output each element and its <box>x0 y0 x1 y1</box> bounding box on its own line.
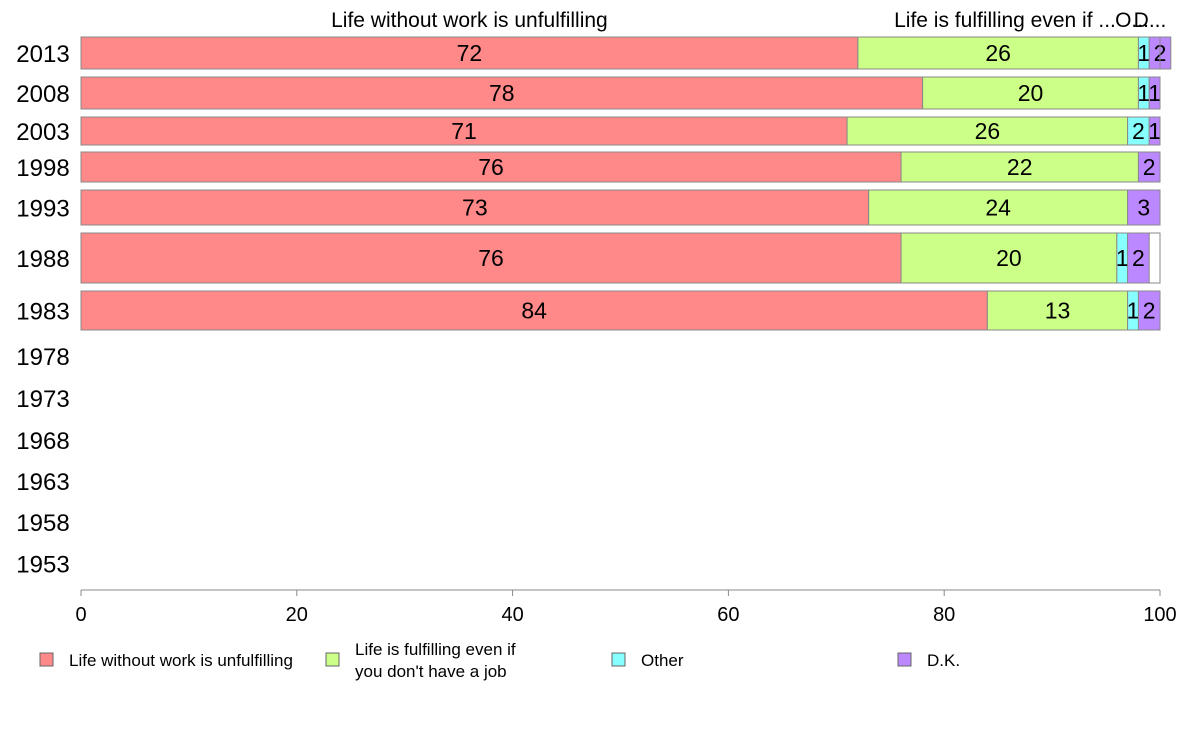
data-label-1993-series-1: 24 <box>985 195 1011 221</box>
data-label-2003-series-3: 1 <box>1148 118 1161 144</box>
y-label-1998: 1998 <box>16 155 69 182</box>
x-tick-label-100: 100 <box>1143 604 1176 626</box>
legend-label-0: Life without work is unfulfilling <box>69 651 293 670</box>
data-label-2003-series-2: 2 <box>1132 118 1145 144</box>
bar-outline-2013 <box>80 36 1161 70</box>
data-label-2008-series-3: 1 <box>1148 80 1161 106</box>
x-tick-label-80: 80 <box>933 604 955 626</box>
data-label-1988-series-2: 1 <box>1116 245 1129 271</box>
x-tick-label-40: 40 <box>501 604 523 626</box>
data-label-1983-series-0: 84 <box>521 298 547 324</box>
bar-outline-1988 <box>80 232 1161 284</box>
bar-outline-1993 <box>80 189 1161 226</box>
data-label-1988-series-3: 2 <box>1132 245 1145 271</box>
column-header-1: Life is fulfilling even if ... <box>894 9 1116 32</box>
y-label-2003: 2003 <box>16 119 69 146</box>
data-label-2003-series-1: 26 <box>975 118 1001 144</box>
legend-swatch-3 <box>897 652 912 667</box>
y-label-1983: 1983 <box>16 299 69 326</box>
x-axis: 0 20 40 60 80 100 <box>75 589 1177 626</box>
y-label-1958: 1958 <box>16 510 69 537</box>
column-header-0: Life without work is unfulfilling <box>331 9 608 32</box>
legend-swatch-0 <box>39 652 54 667</box>
y-label-1988: 1988 <box>16 246 69 273</box>
bar-outline-1998 <box>80 151 1161 183</box>
bar-1983-series-1 <box>986 290 1129 331</box>
x-tick-label-0: 0 <box>75 604 86 626</box>
data-label-2003-series-0: 71 <box>451 118 477 144</box>
y-label-2013: 2013 <box>16 41 69 68</box>
y-label-1978: 1978 <box>16 344 69 371</box>
bar-outline-2003 <box>80 116 1161 146</box>
bar-outline-2008 <box>80 76 1161 110</box>
data-label-2013-series-0: 72 <box>457 40 483 66</box>
data-label-1998-series-0: 76 <box>478 154 504 180</box>
data-label-1988-series-1: 20 <box>996 245 1022 271</box>
column-headers: Life without work is unfulfilling Life is… <box>331 9 1166 32</box>
bar-1998-series-0 <box>80 151 902 183</box>
legend-label-3: D.K. <box>927 651 960 670</box>
x-tick-label-20: 20 <box>286 604 308 626</box>
y-label-1993: 1993 <box>16 196 69 223</box>
column-header-3: D... <box>1134 9 1167 32</box>
data-label-1993-series-0: 73 <box>462 195 488 221</box>
data-label-2008-series-2: 1 <box>1137 80 1150 106</box>
legend-label-1: Life is fulfilling even if you don't have… <box>355 640 516 681</box>
data-label-2013-series-2: 1 <box>1137 40 1150 66</box>
data-label-1983-series-2: 1 <box>1127 298 1140 324</box>
legend-label-2: Other <box>641 651 684 670</box>
y-label-2008: 2008 <box>16 81 69 108</box>
y-label-1963: 1963 <box>16 469 69 496</box>
column-header-2: O... <box>1115 9 1149 32</box>
data-label-1983-series-1: 13 <box>1045 298 1071 324</box>
y-label-1953: 1953 <box>16 552 69 579</box>
data-label-1998-series-3: 2 <box>1143 154 1156 180</box>
legend: Life without work is unfulfilling Life is… <box>39 640 960 681</box>
data-label-2008-series-1: 20 <box>1018 80 1044 106</box>
x-tick-label-60: 60 <box>717 604 739 626</box>
data-label-1998-series-1: 22 <box>1007 154 1033 180</box>
data-label-2013-series-1: 26 <box>985 40 1011 66</box>
y-axis-labels: 2013 2008 2003 1998 1993 1988 1983 1978 1973 1968… <box>16 41 69 579</box>
data-label-1993-series-3: 3 <box>1137 195 1150 221</box>
bar-1988-series-0 <box>80 232 902 284</box>
data-label-1983-series-3: 2 <box>1143 298 1156 324</box>
bar-1993-series-3 <box>1127 189 1161 226</box>
data-label-2008-series-0: 78 <box>489 80 515 106</box>
bar-1993-series-1 <box>868 189 1129 226</box>
legend-swatch-2 <box>611 652 626 667</box>
y-label-1973: 1973 <box>16 386 69 413</box>
y-label-1968: 1968 <box>16 428 69 455</box>
legend-swatch-1 <box>325 652 340 667</box>
data-label-1988-series-0: 76 <box>478 245 504 271</box>
bar-outline-1983 <box>80 290 1161 331</box>
